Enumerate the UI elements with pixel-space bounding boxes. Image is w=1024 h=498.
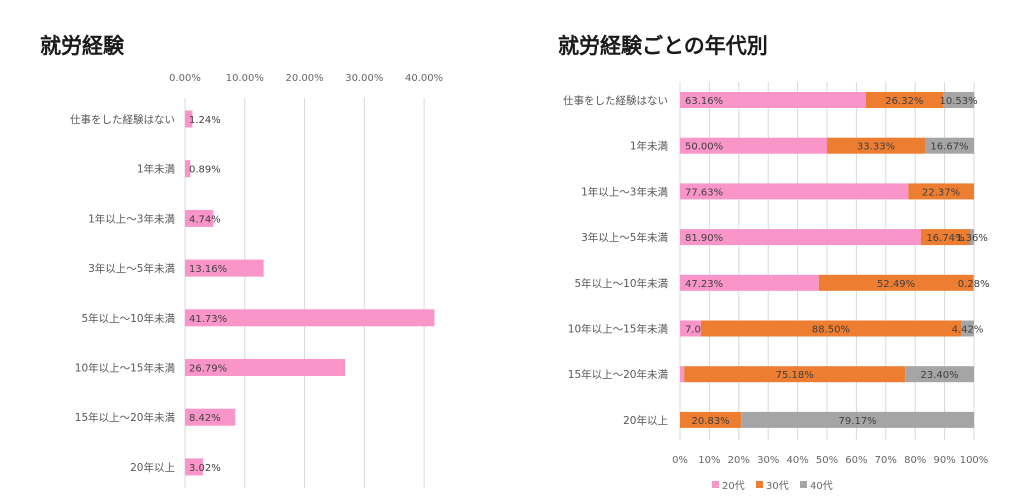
chart1-data-label: 4.74% bbox=[189, 214, 221, 225]
chart1-bar bbox=[185, 309, 435, 327]
chart2-data-label: 22.37% bbox=[922, 187, 960, 198]
chart2-title: 就労経験ごとの年代別 bbox=[558, 34, 768, 58]
chart2-legend-label: 20代 bbox=[722, 480, 745, 492]
chart2-bar-30代 bbox=[920, 229, 971, 246]
chart1-category-label: 仕事をした経験はない bbox=[70, 113, 175, 126]
chart1-category-label: 10年以上～15年未満 bbox=[75, 362, 176, 375]
chart2-x-tick-label: 0% bbox=[672, 455, 688, 466]
chart2-bar-30代 bbox=[865, 92, 944, 108]
chart2-bar-30代 bbox=[680, 411, 742, 428]
chart2-category-label: 1年以上～3年未満 bbox=[581, 185, 668, 198]
chart2-bar-30代 bbox=[908, 183, 974, 200]
chart2-data-label: 52.49% bbox=[877, 279, 915, 290]
chart2-legend-swatch-40代 bbox=[800, 481, 807, 488]
chart2-legend-swatch-30代 bbox=[756, 481, 763, 488]
chart2-bar-40代 bbox=[905, 366, 974, 383]
chart2-legend-label: 30代 bbox=[766, 480, 789, 492]
chart2-bar-20代 bbox=[680, 320, 701, 337]
chart2-bar-20代 bbox=[680, 229, 921, 246]
chart2-x-tick-label: 30% bbox=[757, 455, 779, 466]
chart1-data-label: 26.79% bbox=[189, 364, 227, 375]
chart2-data-label: 0.28% bbox=[958, 279, 990, 290]
chart2-data-label: 10.53% bbox=[939, 96, 977, 107]
chart1-category-label: 1年未満 bbox=[137, 163, 176, 176]
chart2-legend-swatch-20代 bbox=[712, 481, 719, 488]
chart1-data-label: 3.02% bbox=[189, 463, 221, 474]
chart2-data-label: 88.50% bbox=[812, 325, 850, 336]
chart2-x-tick-label: 40% bbox=[786, 455, 808, 466]
chart1-x-tick-label: 30.00% bbox=[345, 73, 383, 84]
chart1-category-label: 5年以上～10年未満 bbox=[81, 312, 175, 325]
chart2-x-tick-label: 10% bbox=[698, 455, 720, 466]
chart2-x-tick-label: 20% bbox=[728, 455, 750, 466]
chart2-data-label: 20.83% bbox=[692, 416, 730, 427]
chart1-data-label: 1.24% bbox=[189, 115, 221, 126]
chart2-bar-40代 bbox=[943, 92, 975, 108]
chart2-data-label: 77.63% bbox=[685, 187, 723, 198]
chart2-legend-label: 40代 bbox=[810, 480, 833, 492]
chart2-x-tick-label: 50% bbox=[816, 455, 838, 466]
chart2-category-label: 15年以上～20年未満 bbox=[568, 368, 669, 381]
chart1-x-tick-label: 10.00% bbox=[226, 73, 264, 84]
chart2-data-label: 75.18% bbox=[776, 370, 814, 381]
chart1-bar bbox=[185, 408, 236, 426]
chart1-bar bbox=[185, 160, 191, 178]
chart2-category-label: 3年以上～5年未満 bbox=[581, 231, 668, 244]
chart2-bar-40代 bbox=[741, 411, 974, 428]
chart1-data-label: 13.16% bbox=[189, 264, 227, 275]
chart2-x-tick-label: 80% bbox=[904, 455, 926, 466]
chart2-bar-40代 bbox=[973, 274, 974, 291]
chart2-bar-20代 bbox=[680, 137, 827, 154]
chart1-x-tick-label: 0.00% bbox=[169, 73, 201, 84]
chart2-data-label: 23.40% bbox=[921, 370, 959, 381]
chart2-bar-20代 bbox=[680, 92, 866, 108]
chart2-category-label: 10年以上～15年未満 bbox=[568, 323, 669, 336]
chart2-data-label: 16.67% bbox=[930, 142, 968, 153]
chart2-data-label: 4.42% bbox=[952, 325, 984, 336]
chart2-data-label: 33.33% bbox=[857, 142, 895, 153]
chart2-bar-40代 bbox=[961, 320, 974, 337]
chart2-bar-20代 bbox=[680, 274, 819, 291]
chart2-bar-30代 bbox=[827, 137, 925, 154]
chart1-title: 就労経験 bbox=[40, 34, 124, 58]
chart2-category-label: 1年未満 bbox=[630, 140, 669, 153]
chart1-x-tick-label: 40.00% bbox=[405, 73, 443, 84]
chart1-bar bbox=[185, 209, 214, 227]
chart1-category-label: 3年以上～5年未満 bbox=[88, 262, 175, 275]
chart2-category-label: 20年以上 bbox=[623, 414, 668, 427]
chart2-bar-30代 bbox=[700, 320, 962, 337]
chart2-x-tick-label: 70% bbox=[875, 455, 897, 466]
chart1-bar bbox=[185, 110, 193, 128]
chart1-bar bbox=[185, 359, 346, 376]
chart1-x-tick-label: 20.00% bbox=[285, 73, 323, 84]
chart1-data-label: 41.73% bbox=[189, 314, 227, 325]
chart2-data-label: 50.00% bbox=[685, 142, 723, 153]
chart2-data-label: 63.16% bbox=[685, 96, 723, 107]
chart2-data-label: 16.74% bbox=[926, 233, 964, 244]
chart2-data-label: 47.23% bbox=[685, 279, 723, 290]
chart1-category-label: 1年以上～3年未満 bbox=[88, 212, 175, 225]
chart1-data-label: 0.89% bbox=[189, 165, 221, 176]
chart2-bar-20代 bbox=[680, 366, 685, 383]
chart2-x-tick-label: 60% bbox=[845, 455, 867, 466]
chart2-x-tick-label: 100% bbox=[960, 455, 989, 466]
chart2-data-label: 79.17% bbox=[839, 416, 877, 427]
chart2-bar-40代 bbox=[924, 137, 974, 154]
chart2-bar-40代 bbox=[970, 229, 974, 246]
chart2-category-label: 5年以上～10年未満 bbox=[574, 277, 668, 290]
chart1-bar bbox=[185, 259, 264, 277]
chart2-data-label: 81.90% bbox=[685, 233, 723, 244]
chart2-bar-30代 bbox=[684, 366, 906, 383]
chart1-bar bbox=[185, 458, 204, 476]
chart2-x-tick-label: 90% bbox=[933, 455, 955, 466]
chart1-data-label: 8.42% bbox=[189, 413, 221, 424]
chart2-data-label: 1.36% bbox=[956, 233, 988, 244]
chart2-bar-20代 bbox=[680, 183, 909, 200]
chart2-category-label: 仕事をした経験はない bbox=[563, 94, 668, 107]
chart1-category-label: 20年以上 bbox=[130, 461, 175, 474]
chart2-bar-30代 bbox=[818, 274, 974, 291]
chart1-category-label: 15年以上～20年未満 bbox=[75, 411, 176, 424]
chart2-data-label: 26.32% bbox=[885, 96, 923, 107]
